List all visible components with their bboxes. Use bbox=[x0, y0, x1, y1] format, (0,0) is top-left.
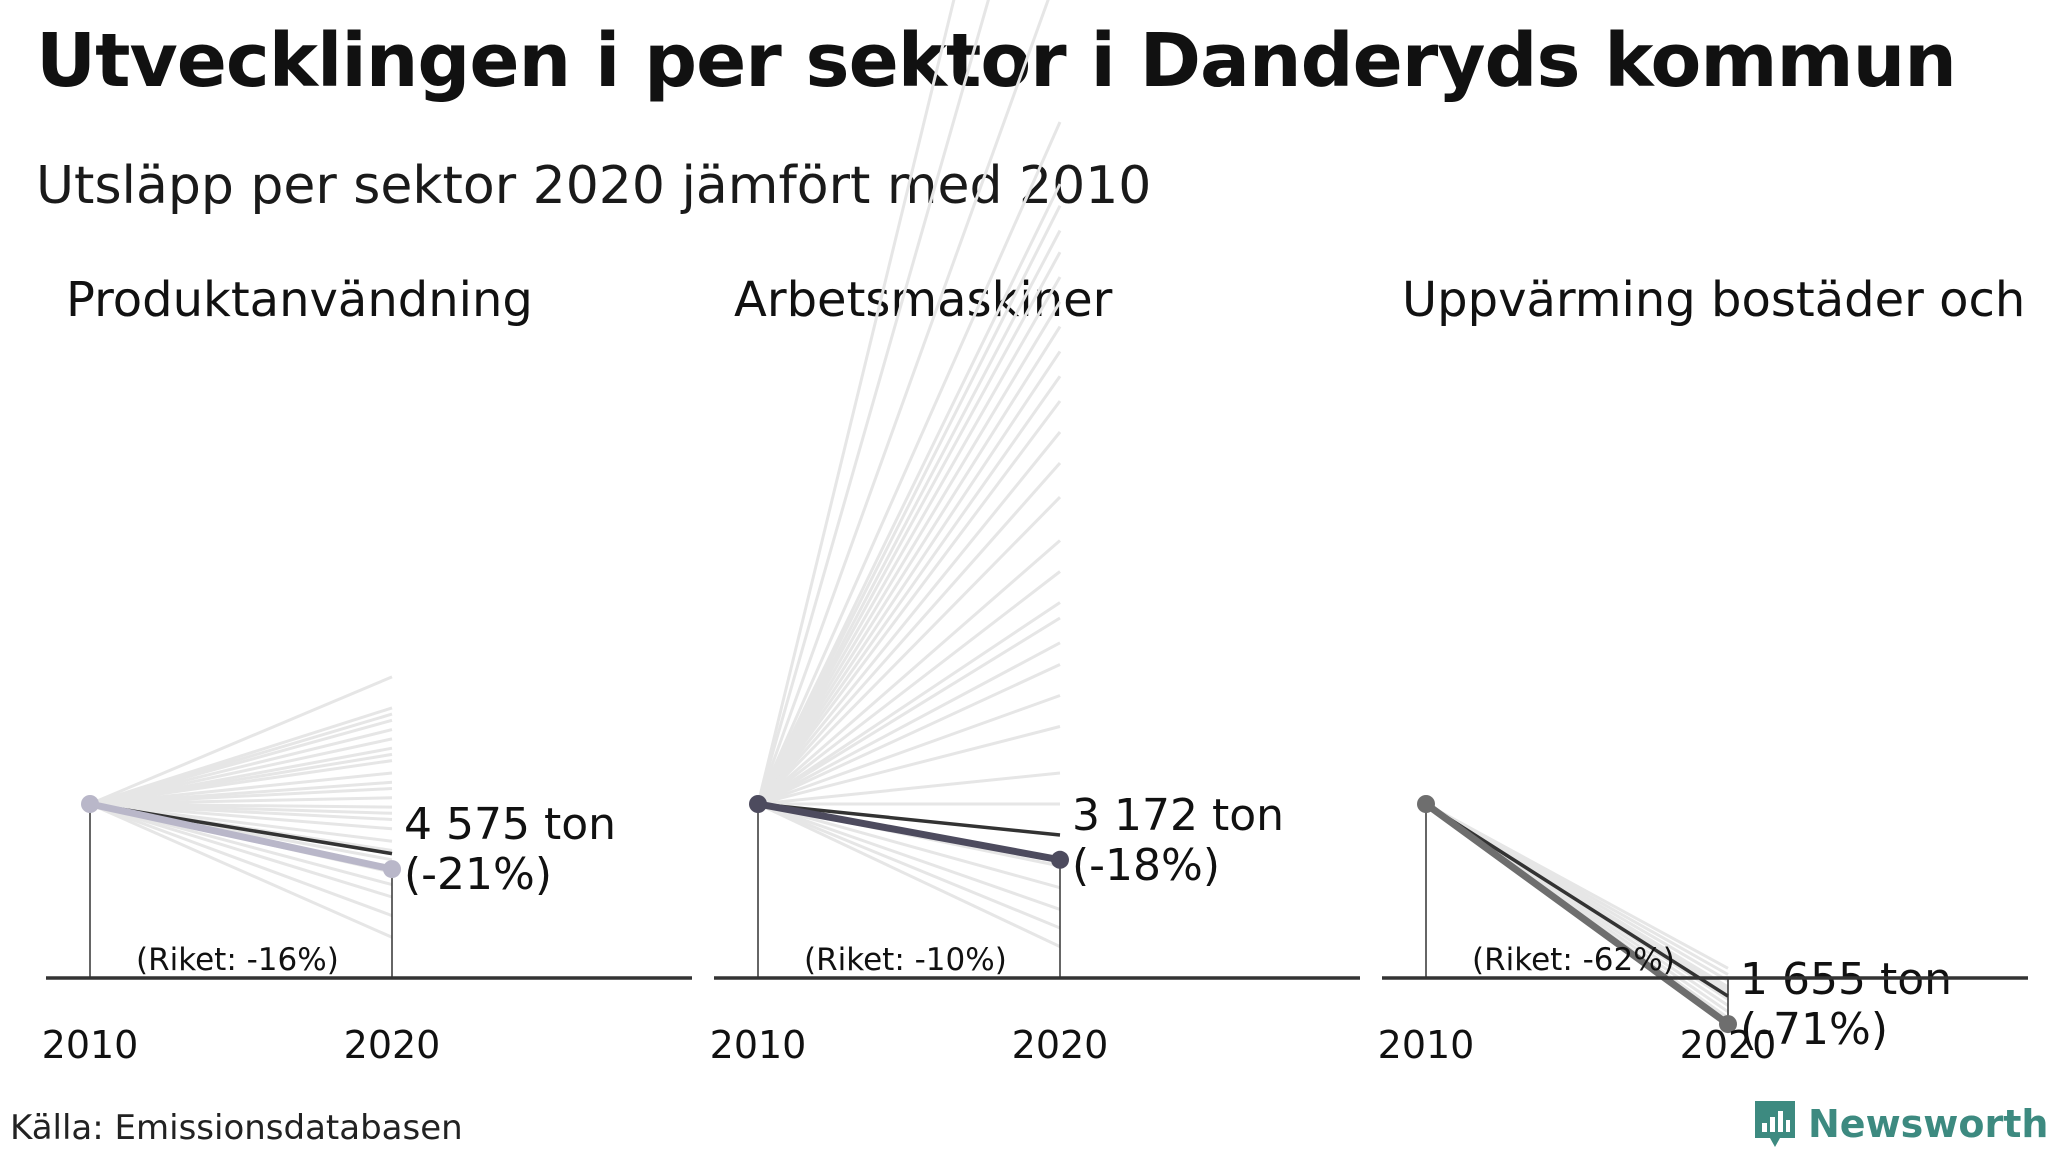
comparison-line bbox=[756, 375, 1062, 805]
tick-label-2020: 2020 bbox=[1680, 1023, 1777, 1067]
comparison-line bbox=[756, 229, 1062, 805]
comparison-line bbox=[756, 0, 956, 805]
comparison-line bbox=[756, 205, 1062, 805]
riket-label: (Riket: -16%) bbox=[136, 942, 339, 978]
point-2010 bbox=[81, 795, 99, 813]
panel-title: Produktanvändning bbox=[66, 272, 533, 328]
comparison-line bbox=[756, 400, 1062, 805]
brand-name: Newsworthy bbox=[1808, 1102, 2048, 1146]
point-2020 bbox=[1719, 1015, 1737, 1034]
comparison-line bbox=[757, 802, 1061, 948]
municipality-line bbox=[86, 800, 396, 873]
point-2010 bbox=[749, 795, 767, 813]
chart-subtitle: Utsläpp per sektor 2020 jämfört med 2010 bbox=[36, 156, 1152, 216]
chart-title: Utvecklingen i per sektor i Danderyds ko… bbox=[36, 18, 1957, 104]
value-label: 4 575 ton bbox=[404, 799, 616, 850]
comparison-line bbox=[757, 616, 1061, 806]
value-label: 3 172 ton bbox=[1072, 790, 1284, 841]
comparison-line bbox=[89, 802, 393, 939]
comparison-line bbox=[89, 771, 393, 806]
comparison-line bbox=[756, 431, 1062, 805]
comparison-line bbox=[756, 251, 1062, 805]
comparison-line bbox=[757, 641, 1061, 806]
comparison-line bbox=[756, 183, 1062, 805]
comparison-line bbox=[89, 675, 393, 806]
comparison-line bbox=[757, 694, 1061, 806]
comparison-line bbox=[757, 570, 1061, 806]
point-2020 bbox=[383, 860, 401, 879]
comparison-line bbox=[89, 796, 393, 806]
point-2020 bbox=[1051, 850, 1069, 869]
comparison-line bbox=[757, 601, 1061, 806]
brand-logo[interactable]: Newsworthy bbox=[1752, 1098, 2048, 1150]
comparison-line bbox=[756, 462, 1062, 805]
comparison-line bbox=[89, 802, 393, 843]
comparison-line bbox=[757, 771, 1061, 806]
comparison-line bbox=[757, 802, 1061, 930]
panel-title: Uppvärming bostäder och bbox=[1402, 272, 2025, 328]
comparison-line bbox=[89, 802, 393, 918]
panel-title: Arbetsmaskiner bbox=[734, 272, 1113, 328]
comparison-line bbox=[757, 725, 1061, 806]
comparison-line bbox=[757, 539, 1061, 806]
comparison-line bbox=[89, 728, 393, 806]
national-line bbox=[757, 802, 1061, 837]
comparison-line bbox=[757, 802, 1061, 911]
national-line bbox=[1425, 802, 1729, 998]
point-2010 bbox=[1417, 795, 1435, 813]
riket-label: (Riket: -62%) bbox=[1472, 942, 1675, 978]
municipality-line bbox=[1422, 800, 1732, 1028]
comparison-line bbox=[756, 0, 990, 805]
comparison-line bbox=[756, 121, 1062, 805]
comparison-line bbox=[89, 802, 393, 821]
change-label: (-71%) bbox=[1740, 1004, 1888, 1055]
riket-label: (Riket: -10%) bbox=[804, 942, 1007, 978]
comparison-line bbox=[756, 325, 1062, 805]
comparison-line bbox=[756, 350, 1062, 805]
tick-label-2020: 2020 bbox=[344, 1023, 441, 1067]
change-label: (-21%) bbox=[404, 849, 552, 900]
comparison-line bbox=[756, 496, 1062, 806]
tick-label-2010: 2010 bbox=[42, 1023, 139, 1067]
comparison-line bbox=[89, 802, 393, 831]
comparison-line bbox=[89, 737, 393, 806]
newsworthy-logo-icon bbox=[1755, 1101, 1795, 1147]
comparison-line bbox=[756, 276, 1062, 805]
comparison-line bbox=[757, 802, 1061, 890]
municipality-line bbox=[754, 800, 1064, 864]
comparison-line bbox=[89, 759, 393, 806]
comparison-line bbox=[756, 0, 1050, 805]
tick-label-2020: 2020 bbox=[1012, 1023, 1109, 1067]
source-note: Källa: Emissionsdatabasen bbox=[10, 1108, 463, 1148]
tick-label-2010: 2010 bbox=[1378, 1023, 1475, 1067]
comparison-line bbox=[89, 802, 393, 899]
change-label: (-18%) bbox=[1072, 840, 1220, 891]
tick-label-2010: 2010 bbox=[710, 1023, 807, 1067]
comparison-line bbox=[757, 663, 1061, 806]
comparison-line bbox=[89, 718, 393, 806]
comparison-line bbox=[89, 787, 393, 806]
comparison-line bbox=[756, 301, 1062, 805]
